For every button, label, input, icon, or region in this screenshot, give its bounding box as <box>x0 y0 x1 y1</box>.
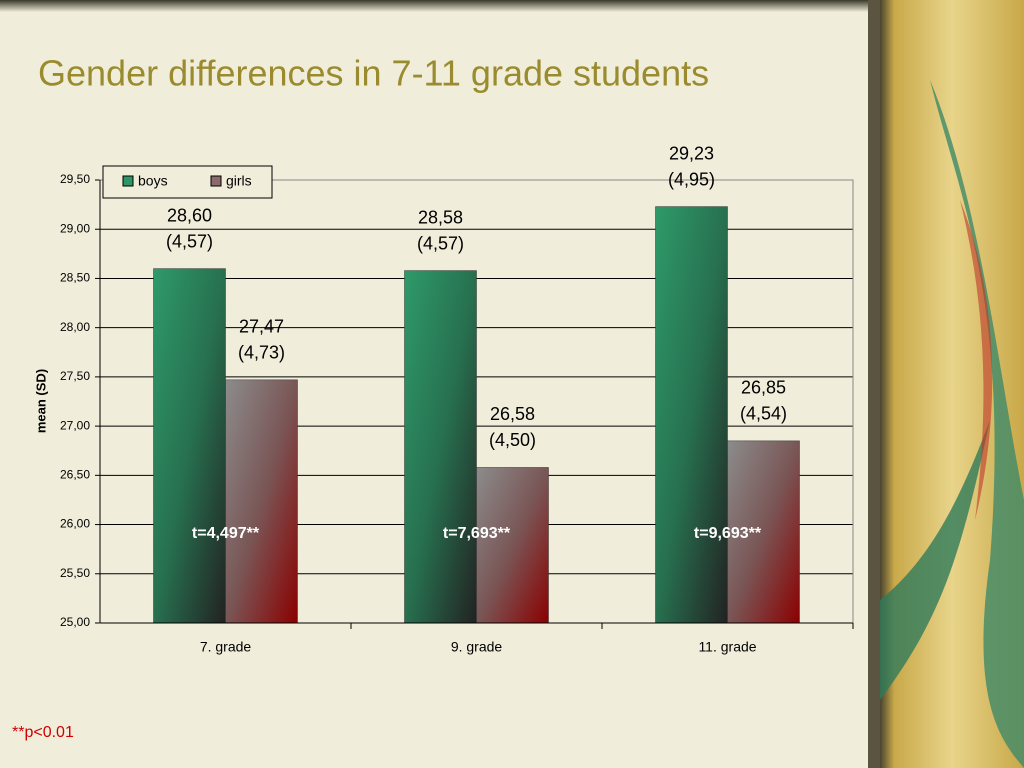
bar <box>153 268 226 624</box>
chart-title: Gender differences in 7-11 grade student… <box>38 53 709 94</box>
sd-label: (4,95) <box>668 169 715 189</box>
t-label: t=9,693** <box>694 525 762 542</box>
bar <box>476 467 549 624</box>
value-label: 27,47 <box>239 317 284 337</box>
side-frame <box>868 0 880 768</box>
legend-swatch <box>210 175 222 187</box>
sd-label: (4,54) <box>740 404 787 424</box>
x-tick-label: 7. grade <box>200 639 252 655</box>
bar <box>655 206 728 624</box>
x-tick-label: 9. grade <box>451 639 503 655</box>
decor-leaf <box>930 80 1024 768</box>
decor-stripe <box>960 200 993 520</box>
y-tick-label: 28,00 <box>60 320 90 334</box>
y-tick-label: 26,00 <box>60 517 90 531</box>
y-tick-label: 27,00 <box>60 418 90 432</box>
t-label: t=4,497** <box>192 525 260 542</box>
sd-label: (4,57) <box>166 231 213 251</box>
value-label: 29,23 <box>669 143 714 163</box>
y-tick-label: 29,50 <box>60 172 90 186</box>
bar <box>225 379 298 624</box>
x-tick-label: 11. grade <box>698 639 756 655</box>
y-tick-label: 25,50 <box>60 566 90 580</box>
y-tick-label: 25,00 <box>60 615 90 629</box>
sd-label: (4,50) <box>489 430 536 450</box>
t-label: t=7,693** <box>443 525 511 542</box>
bar <box>727 440 800 624</box>
value-label: 28,60 <box>167 205 212 225</box>
y-tick-label: 28,50 <box>60 271 90 285</box>
sd-label: (4,73) <box>238 343 285 363</box>
y-tick-label: 27,50 <box>60 369 90 383</box>
value-label: 28,58 <box>418 207 463 227</box>
y-tick-label: 26,50 <box>60 468 90 482</box>
top-border <box>0 0 880 12</box>
value-label: 26,85 <box>741 378 786 398</box>
decor-leaf <box>880 420 990 700</box>
y-tick-label: 29,00 <box>60 221 90 235</box>
legend-label: girls <box>226 173 252 189</box>
bar <box>404 270 477 624</box>
y-axis-label: mean (SD) <box>33 369 48 433</box>
footnote: **p<0.01 <box>12 724 74 741</box>
sd-label: (4,57) <box>417 233 464 253</box>
legend-label: boys <box>138 173 168 189</box>
legend-swatch <box>122 175 134 187</box>
value-label: 26,58 <box>490 404 535 424</box>
